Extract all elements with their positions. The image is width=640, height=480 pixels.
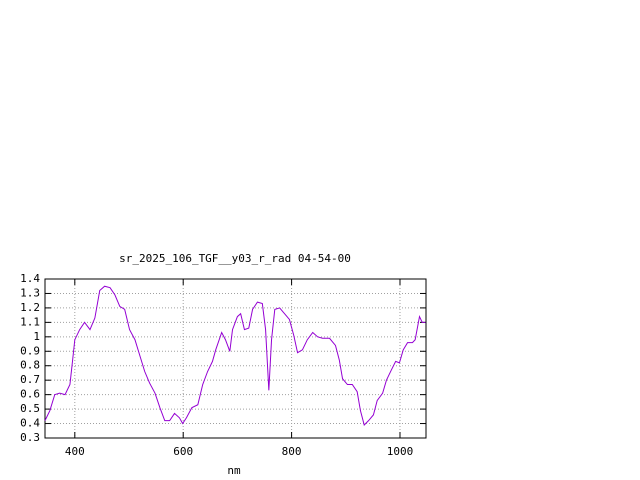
y-tick-label: 1: [33, 330, 40, 343]
y-tick-label: 0.5: [20, 402, 40, 415]
y-tick-label: 0.7: [20, 373, 40, 386]
plot-border: [44, 278, 427, 439]
data-line: [44, 285, 426, 426]
x-tick-label: 400: [65, 445, 85, 458]
y-tick-label: 1.3: [20, 286, 40, 299]
y-tick-label: 0.8: [20, 359, 40, 372]
x-tick-label: 600: [173, 445, 193, 458]
y-tick-label: 0.4: [20, 417, 40, 430]
y-tick-label: 1.2: [20, 301, 40, 314]
y-tick-label: 0.6: [20, 388, 40, 401]
y-tick-label: 1.1: [20, 315, 40, 328]
x-axis-label: nm: [227, 464, 241, 477]
x-tick-label: 800: [282, 445, 302, 458]
y-tick-label: 0.9: [20, 344, 40, 357]
chart-title: sr_2025_106_TGF__y03_r_rad 04-54-00: [119, 252, 351, 265]
y-tick-label: 1.4: [20, 272, 40, 285]
y-tick-label: 0.3: [20, 431, 40, 444]
x-tick-label: 1000: [387, 445, 414, 458]
